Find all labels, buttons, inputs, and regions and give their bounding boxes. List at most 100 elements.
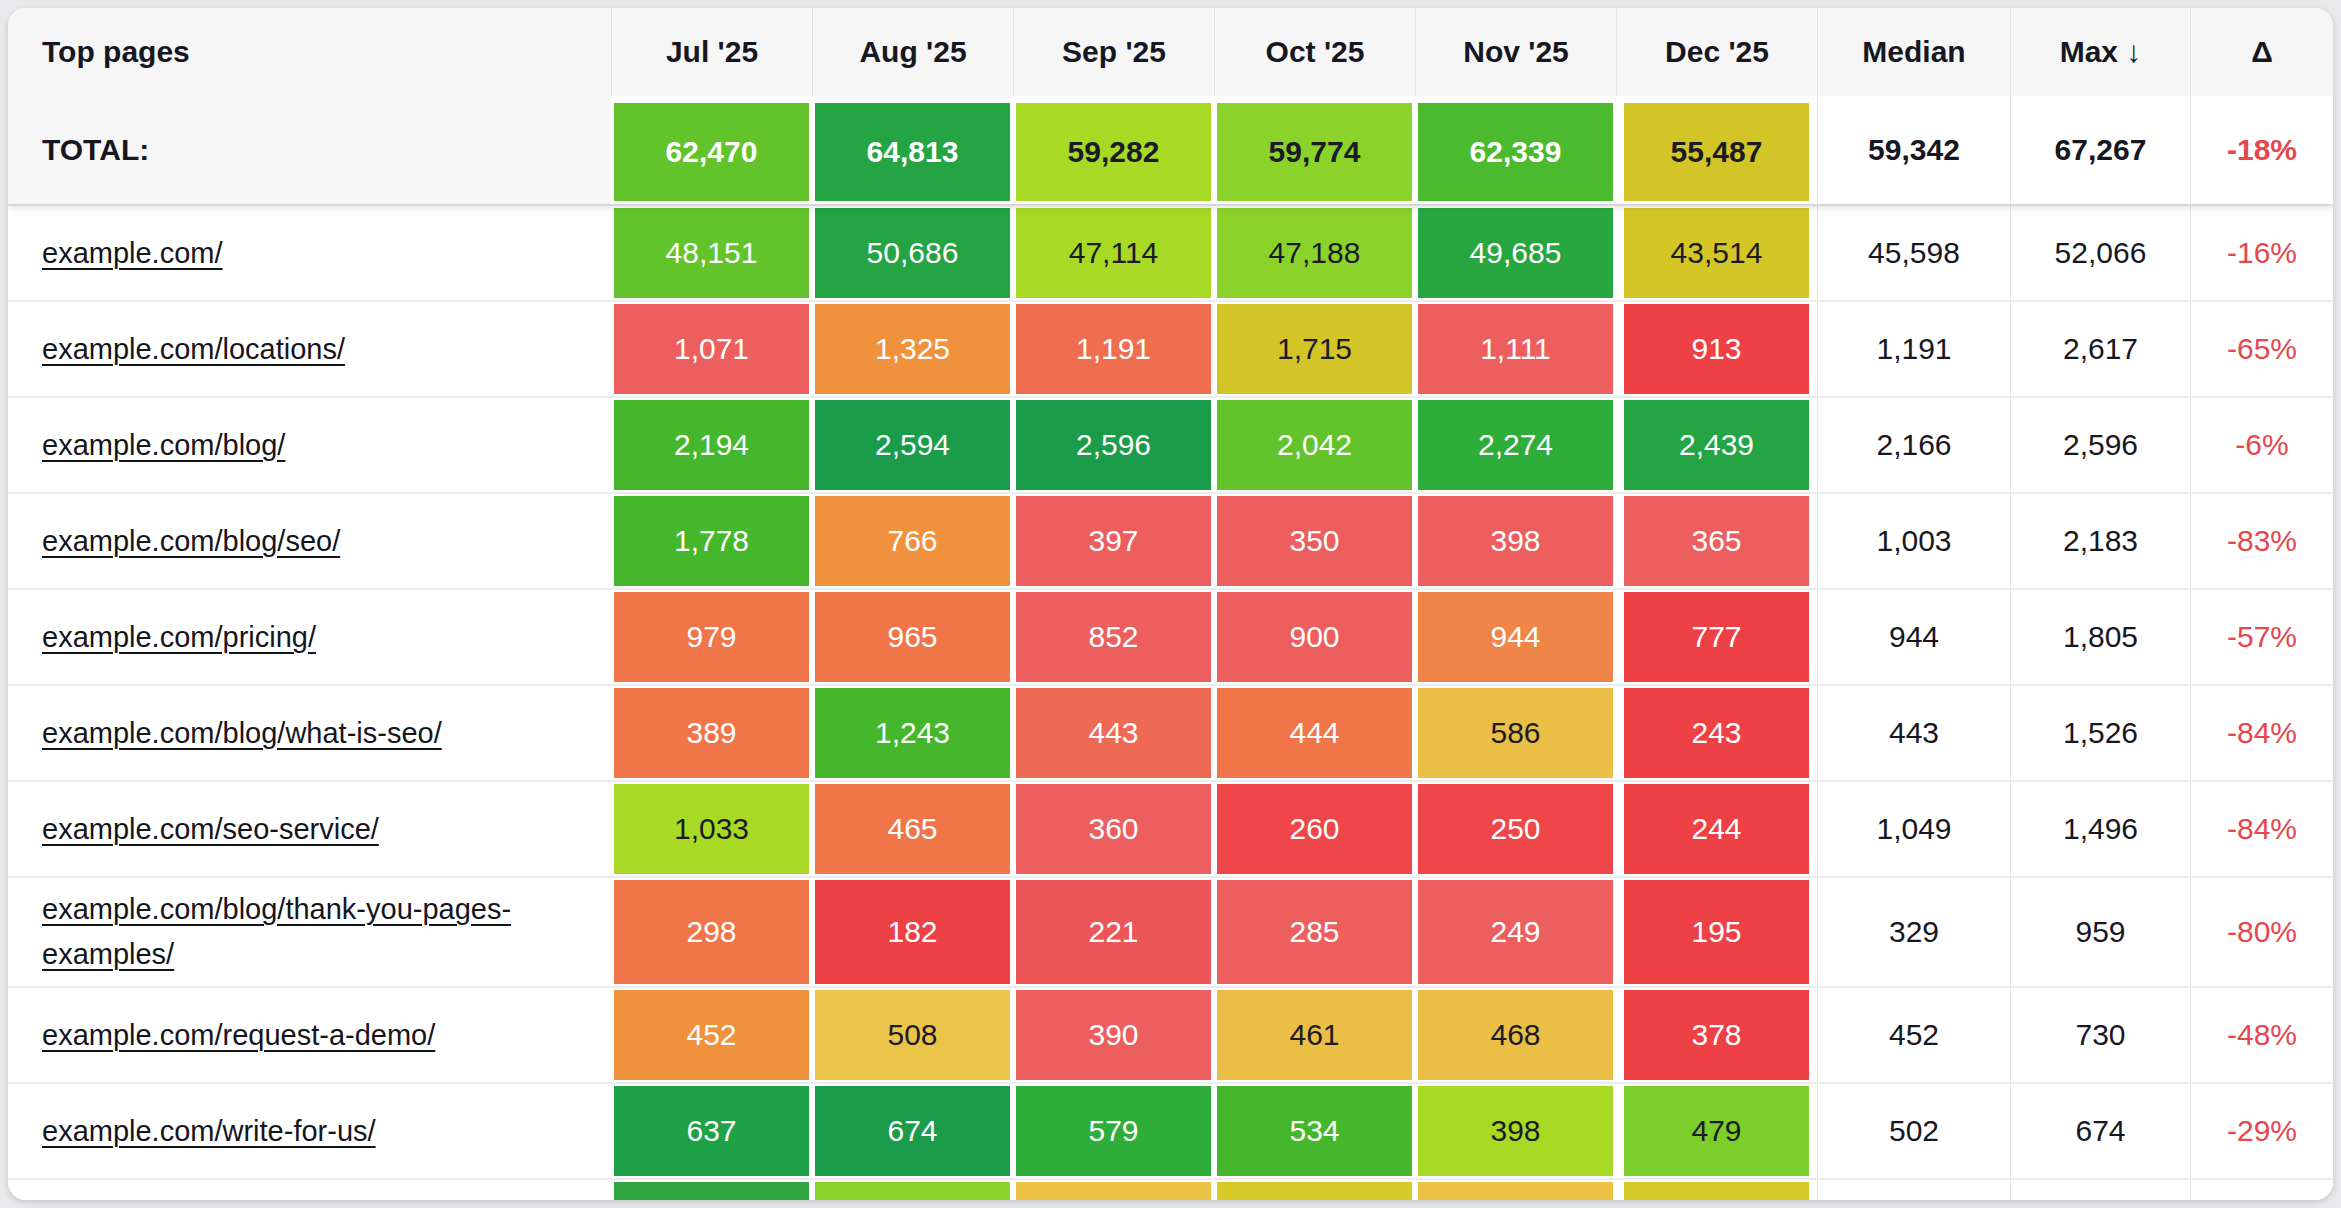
heatmap-cell: 389 — [614, 688, 809, 778]
heatmap-cell: 397 — [1016, 496, 1211, 586]
heatmap-cell: 285 — [1217, 880, 1412, 984]
heatmap-cell: 465 — [815, 784, 1010, 874]
page-link[interactable]: example.com/pricing/ — [42, 615, 316, 660]
heatmap-cell: 766 — [815, 496, 1010, 586]
heatmap-cell: 62,339 — [1418, 103, 1613, 201]
month-cell: 444 — [1214, 686, 1415, 780]
page-link[interactable]: example.com/blog/thank-you-pages-example… — [42, 887, 585, 977]
table-title: Top pages — [42, 35, 190, 69]
traffic-value: 285 — [1289, 915, 1339, 949]
heatmap-cell: 508 — [815, 990, 1010, 1080]
traffic-value: 508 — [887, 1018, 937, 1052]
column-header-aug-25[interactable]: Aug '25 — [812, 8, 1013, 96]
traffic-value: 59,282 — [1068, 135, 1160, 169]
traffic-value: 579 — [1088, 1114, 1138, 1148]
month-cell: 221 — [1013, 878, 1214, 986]
column-header-max-sorted[interactable]: Max ↓ — [2010, 8, 2190, 96]
heatmap-cell: 298 — [614, 880, 809, 984]
heatmap-cell: 777 — [1624, 592, 1809, 682]
heatmap-cell: 1,243 — [815, 688, 1010, 778]
heatmap-cell — [614, 1182, 809, 1200]
heatmap-cell — [1624, 1182, 1809, 1200]
page-link[interactable]: example.com/request-a-demo/ — [42, 1013, 435, 1058]
heatmap-cell: 195 — [1624, 880, 1809, 984]
total-row: TOTAL:62,47064,81359,28259,77462,33955,4… — [8, 96, 2333, 204]
row-label-cell: example.com/seo-service/ — [8, 782, 611, 876]
traffic-value: 365 — [1691, 524, 1741, 558]
column-header-dec-25[interactable]: Dec '25 — [1616, 8, 1817, 96]
heatmap-cell: 637 — [614, 1086, 809, 1176]
max-value: 730 — [2075, 1018, 2125, 1052]
month-cell: 397 — [1013, 494, 1214, 588]
column-header-delta[interactable]: Δ — [2190, 8, 2333, 96]
heatmap-cell: 59,282 — [1016, 103, 1211, 201]
row-label-cell: example.com/blog/seo/ — [8, 494, 611, 588]
month-cell: 2,194 — [611, 398, 812, 492]
partial-row — [8, 1178, 2333, 1200]
month-cell: 479 — [1616, 1084, 1817, 1178]
month-cell: 298 — [611, 878, 812, 986]
table-header-block: Top pages Jul '25 Aug '25 Sep '25 Oct '2… — [8, 8, 2333, 204]
month-cell: 43,514 — [1616, 206, 1817, 300]
delta-value: -65% — [2227, 332, 2297, 366]
page-link[interactable]: example.com/seo-service/ — [42, 807, 379, 852]
month-cell: 2,274 — [1415, 398, 1616, 492]
month-cell: 913 — [1616, 302, 1817, 396]
median-value: 1,003 — [1876, 524, 1951, 558]
traffic-value: 2,194 — [674, 428, 749, 462]
heatmap-cell: 468 — [1418, 990, 1613, 1080]
column-header-sep-25[interactable]: Sep '25 — [1013, 8, 1214, 96]
top-pages-table: Top pages Jul '25 Aug '25 Sep '25 Oct '2… — [8, 8, 2333, 1200]
page-link[interactable]: example.com/blog/what-is-seo/ — [42, 711, 442, 756]
median-cell: 1,191 — [1817, 302, 2010, 396]
delta-value: -84% — [2227, 812, 2297, 846]
heatmap-cell: 1,071 — [614, 304, 809, 394]
month-cell: 398 — [1415, 1084, 1616, 1178]
heatmap-cell: 674 — [815, 1086, 1010, 1176]
delta-value: -80% — [2227, 915, 2297, 949]
month-cell: 378 — [1616, 988, 1817, 1082]
traffic-value: 900 — [1289, 620, 1339, 654]
month-cell: 965 — [812, 590, 1013, 684]
median-value: 502 — [1889, 1114, 1939, 1148]
column-header-jul-25[interactable]: Jul '25 — [611, 8, 812, 96]
page-link[interactable]: example.com/blog/seo/ — [42, 519, 340, 564]
traffic-value: 965 — [887, 620, 937, 654]
max-cell: 1,526 — [2010, 686, 2190, 780]
page-link[interactable]: example.com/ — [42, 231, 223, 276]
month-cell: 365 — [1616, 494, 1817, 588]
median-cell: 59,342 — [1817, 96, 2010, 204]
heatmap-cell: 965 — [815, 592, 1010, 682]
heatmap-cell: 378 — [1624, 990, 1809, 1080]
month-cell: 2,042 — [1214, 398, 1415, 492]
column-header-nov-25[interactable]: Nov '25 — [1415, 8, 1616, 96]
column-header-median[interactable]: Median — [1817, 8, 2010, 96]
max-cell: 674 — [2010, 1084, 2190, 1178]
traffic-value: 1,778 — [674, 524, 749, 558]
max-cell: 2,617 — [2010, 302, 2190, 396]
heatmap-cell: 62,470 — [614, 103, 809, 201]
page-link[interactable]: example.com/write-for-us/ — [42, 1109, 376, 1154]
median-cell: 1,003 — [1817, 494, 2010, 588]
max-cell: 52,066 — [2010, 206, 2190, 300]
delta-value: -57% — [2227, 620, 2297, 654]
page-row: example.com/request-a-demo/4525083904614… — [8, 986, 2333, 1082]
traffic-value: 195 — [1691, 915, 1741, 949]
median-cell — [1817, 1180, 2010, 1200]
heatmap-cell: 249 — [1418, 880, 1613, 984]
column-header-oct-25[interactable]: Oct '25 — [1214, 8, 1415, 96]
traffic-value: 62,470 — [666, 135, 758, 169]
delta-cell: -57% — [2190, 590, 2333, 684]
row-label-cell: example.com/blog/ — [8, 398, 611, 492]
page-link[interactable]: example.com/blog/ — [42, 423, 285, 468]
heatmap-cell: 49,685 — [1418, 208, 1613, 298]
max-cell: 959 — [2010, 878, 2190, 986]
page-link[interactable]: example.com/locations/ — [42, 327, 345, 372]
max-value: 67,267 — [2055, 133, 2147, 167]
traffic-value: 59,774 — [1269, 135, 1361, 169]
heatmap-cell: 586 — [1418, 688, 1613, 778]
max-value: 1,805 — [2063, 620, 2138, 654]
median-value: 2,166 — [1876, 428, 1951, 462]
page-row: example.com/pricing/97996585290094477794… — [8, 588, 2333, 684]
traffic-value: 479 — [1691, 1114, 1741, 1148]
